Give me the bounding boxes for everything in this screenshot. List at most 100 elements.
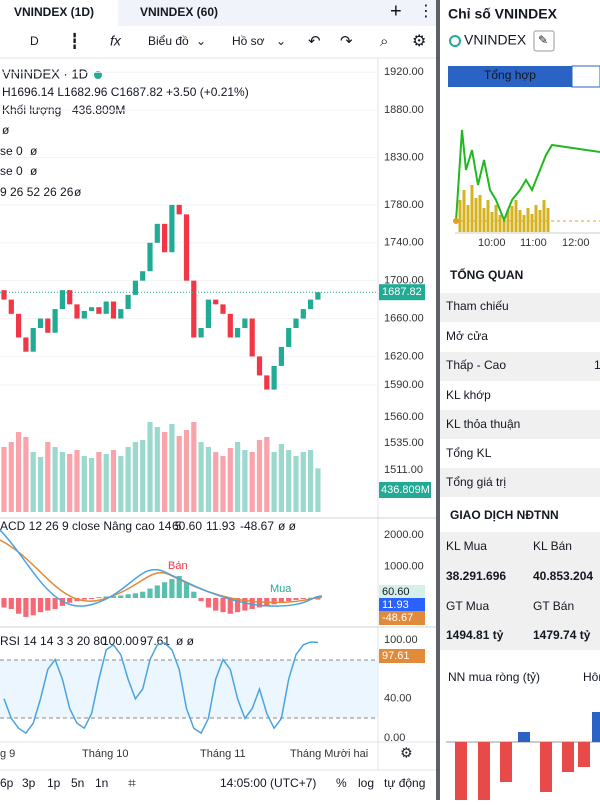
- volume-bar: [23, 437, 29, 512]
- macd-histogram: [118, 595, 124, 598]
- add-tab[interactable]: +: [390, 0, 402, 22]
- volume-bar: [249, 452, 255, 512]
- auto-toggle[interactable]: tự động: [384, 776, 425, 790]
- panel-symbol[interactable]: VNINDEX: [464, 32, 527, 48]
- time-label: 12:00: [562, 237, 590, 249]
- value-badge: [379, 611, 425, 625]
- range[interactable]: 3p: [22, 776, 36, 790]
- signal-label: Bán: [168, 560, 188, 572]
- candle-body: [315, 292, 321, 300]
- indicator-icon[interactable]: ┇: [70, 32, 79, 50]
- clock: 14:05:00 (UTC+7): [220, 776, 316, 790]
- macd-value: 60.60: [172, 519, 202, 533]
- net-bars: [455, 742, 590, 800]
- x-tick-label: Tháng 10: [82, 748, 128, 760]
- x-tick-label: Tháng Mười hai: [290, 748, 368, 760]
- macd-histogram: [132, 593, 138, 598]
- macd-histogram: [154, 585, 160, 598]
- change: +3.50 (+0.21%): [166, 85, 249, 99]
- y-tick-label: 40.00: [384, 693, 412, 705]
- tab[interactable]: Hôn: [583, 670, 600, 684]
- snapshot[interactable]: ⌕: [380, 33, 388, 50]
- value-badge-label: -48.67: [382, 612, 413, 624]
- x-tick-label: Tháng 11: [200, 748, 246, 760]
- range[interactable]: 6p: [0, 776, 14, 790]
- candle-body: [45, 318, 51, 333]
- tab-active[interactable]: [448, 66, 572, 87]
- macd-curve: [0, 539, 323, 604]
- intraday-volume: [458, 185, 550, 232]
- tab-label[interactable]: Tổng hợp: [484, 68, 536, 82]
- macd-histogram: [286, 598, 292, 602]
- interval[interactable]: D: [30, 34, 39, 48]
- range[interactable]: 1n: [95, 776, 108, 790]
- intraday-line: [455, 129, 600, 223]
- tab-active[interactable]: [0, 0, 118, 26]
- hidden-indicator: se 0: [0, 164, 23, 178]
- value-badge-label: 11.93: [382, 599, 409, 611]
- redo[interactable]: ↷: [340, 33, 353, 50]
- macd-histogram: [271, 598, 277, 605]
- symbol: VNINDEX · 1D: [2, 66, 88, 81]
- candle-body: [213, 299, 219, 305]
- range[interactable]: 1p: [47, 776, 61, 790]
- settings[interactable]: ⚙: [412, 33, 426, 50]
- macd-histogram: [110, 596, 117, 598]
- fx-icon[interactable]: fx: [110, 33, 122, 49]
- row-label: Tham chiếu: [446, 299, 509, 313]
- label: KL Mua: [446, 539, 487, 553]
- macd-histogram: [45, 598, 51, 611]
- log-toggle[interactable]: log: [358, 776, 374, 790]
- more[interactable]: ⋮: [418, 3, 434, 20]
- range[interactable]: 5n: [71, 776, 84, 790]
- chart-menu[interactable]: Biểu đồ: [148, 34, 189, 48]
- foreign-bg: [440, 532, 600, 650]
- volume-bar: [118, 456, 124, 512]
- tab[interactable]: VNINDEX (60): [140, 5, 218, 19]
- profile-menu[interactable]: Hồ sơ: [232, 34, 265, 48]
- y-tick-label: 1511.00: [384, 464, 423, 476]
- panel-title: Chỉ số VNINDEX: [448, 6, 558, 22]
- candle-body: [52, 309, 58, 333]
- label: KL Bán: [533, 539, 572, 553]
- macd-histogram: [96, 597, 102, 599]
- macd-histogram: [23, 598, 29, 617]
- value: 38.291.696: [446, 569, 506, 583]
- y-tick-label: 1660.00: [384, 312, 424, 324]
- y-tick-label: 1830.00: [384, 151, 424, 163]
- volume-bar: [205, 447, 211, 512]
- macd-histogram: [227, 598, 233, 614]
- volume-bar: [8, 442, 14, 512]
- macd-histogram: [162, 582, 168, 598]
- row-label: KL thỏa thuận: [446, 417, 520, 431]
- macd-histogram: [30, 598, 36, 616]
- settings[interactable]: ⚙: [400, 745, 413, 761]
- row-label: Tổng KL: [446, 446, 492, 460]
- candle-body: [154, 223, 160, 243]
- candle-body: [235, 328, 241, 338]
- row-bg: [440, 468, 600, 497]
- volume-bar: [300, 452, 306, 512]
- tab[interactable]: VNINDEX (1D): [14, 5, 94, 19]
- macd-histogram: [176, 575, 182, 598]
- label: GT Mua: [446, 599, 489, 613]
- volume-bar: [30, 452, 36, 512]
- volume-bar: [59, 452, 65, 512]
- value: 1479.74 tỷ: [533, 628, 591, 642]
- y-tick-label: 1920.00: [384, 66, 424, 78]
- macd-histogram: [67, 598, 73, 603]
- candle-body: [110, 301, 117, 319]
- y-tick-label: 1740.00: [384, 237, 424, 249]
- undo[interactable]: ↶: [308, 33, 321, 50]
- candle-body: [16, 313, 22, 338]
- volume-bar: [125, 447, 131, 512]
- percent-toggle[interactable]: %: [336, 776, 347, 790]
- volume-bar: [220, 456, 226, 512]
- volume-bar: [140, 440, 146, 512]
- row-value: 1: [594, 358, 600, 372]
- goto-date[interactable]: ⌗: [128, 775, 136, 791]
- edit-button[interactable]: [533, 30, 555, 52]
- ohlc: H1696.14 L1682.96 C1687.82: [2, 85, 163, 99]
- tab[interactable]: [571, 65, 600, 88]
